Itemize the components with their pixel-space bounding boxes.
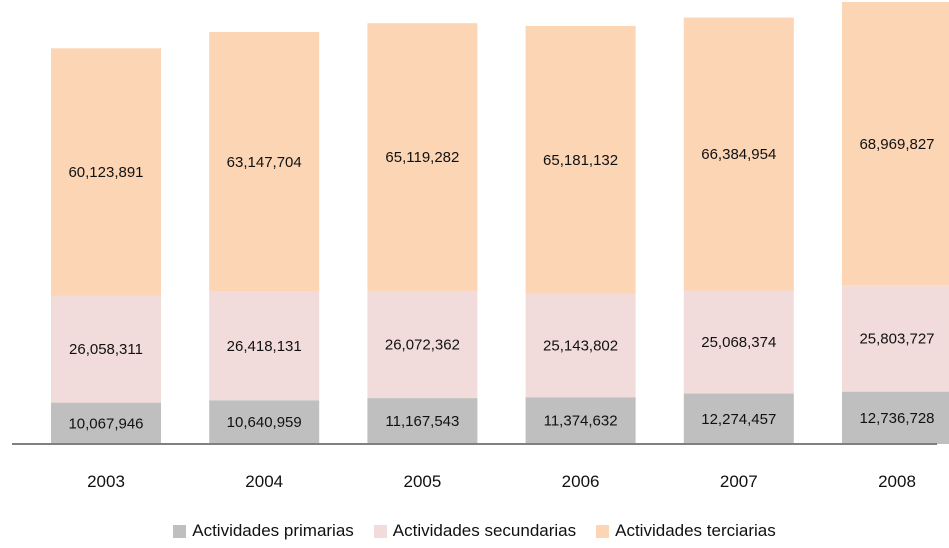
data-label-2006-1: 11,374,632	[544, 413, 618, 430]
x-tick-label-2005: 2005	[403, 472, 441, 491]
legend-item-secundarias: Actividades secundarias	[373, 521, 577, 541]
data-label-2008-1: 12,736,728	[859, 410, 934, 427]
x-tick-label-2007: 2007	[720, 472, 758, 491]
data-label-2007-3: 66,384,954	[701, 146, 776, 163]
bar-segment-2003-2	[51, 295, 161, 403]
data-label-2003-3: 60,123,891	[68, 164, 143, 181]
legend-item-primarias: Actividades primarias	[173, 521, 354, 541]
data-label-2003-2: 26,058,311	[69, 341, 143, 358]
data-label-2004-2: 26,418,131	[227, 338, 302, 355]
data-label-2006-3: 65,181,132	[543, 152, 618, 169]
bar-segment-2007-3	[683, 17, 794, 291]
x-tick-label-2008: 2008	[878, 472, 916, 491]
x-tick-label-2006: 2006	[562, 472, 600, 491]
labels-layer: 10,067,946 26,058,311 60,123,891 2003 10,640…	[68, 136, 934, 491]
legend-item-terciarias: Actividades terciarias	[596, 521, 776, 541]
bar-segment-2006-3	[525, 25, 636, 294]
data-label-2006-2: 25,143,802	[543, 338, 618, 355]
legend-label-secundarias: Actividades secundarias	[392, 521, 577, 540]
data-label-2008-3: 68,969,827	[859, 136, 934, 153]
bar-segment-2007-2	[683, 290, 794, 394]
data-label-2003-1: 10,067,946	[68, 415, 143, 432]
bar-segment-2003-3	[51, 48, 161, 296]
bar-segment-2007-1	[683, 393, 794, 444]
data-label-2004-3: 63,147,704	[227, 154, 302, 171]
legend: Actividades primarias Actividades secund…	[0, 521, 949, 541]
bar-segment-2005-1	[367, 398, 478, 444]
bar-segment-2008-1	[842, 391, 949, 444]
bar-segment-2004-3	[209, 32, 320, 292]
bar-segment-2005-3	[367, 23, 478, 291]
legend-swatch-terciarias	[596, 524, 610, 538]
bar-segment-2004-1	[209, 400, 320, 444]
data-label-2008-2: 25,803,727	[859, 331, 934, 348]
bar-segment-2008-3	[842, 2, 949, 286]
bar-segment-2006-2	[525, 293, 636, 398]
bar-segment-2005-2	[367, 290, 478, 399]
x-tick-label-2004: 2004	[245, 472, 283, 491]
data-label-2007-2: 25,068,374	[701, 334, 776, 351]
legend-swatch-secundarias	[373, 524, 387, 538]
data-label-2004-1: 10,640,959	[227, 414, 302, 431]
legend-label-primarias: Actividades primarias	[192, 521, 354, 540]
legend-swatch-primarias	[173, 524, 187, 538]
bar-segment-2004-2	[209, 291, 320, 401]
data-label-2005-3: 65,119,282	[385, 149, 459, 166]
bar-segment-2006-1	[525, 397, 636, 444]
bar-segment-2008-2	[842, 285, 949, 392]
legend-label-terciarias: Actividades terciarias	[615, 521, 776, 540]
data-label-2005-2: 26,072,362	[385, 337, 460, 354]
data-label-2007-1: 12,274,457	[701, 411, 776, 428]
bars-layer	[51, 2, 949, 444]
bar-segment-2003-1	[51, 402, 161, 444]
x-tick-label-2003: 2003	[87, 472, 125, 491]
data-label-2005-1: 11,167,543	[385, 413, 459, 430]
